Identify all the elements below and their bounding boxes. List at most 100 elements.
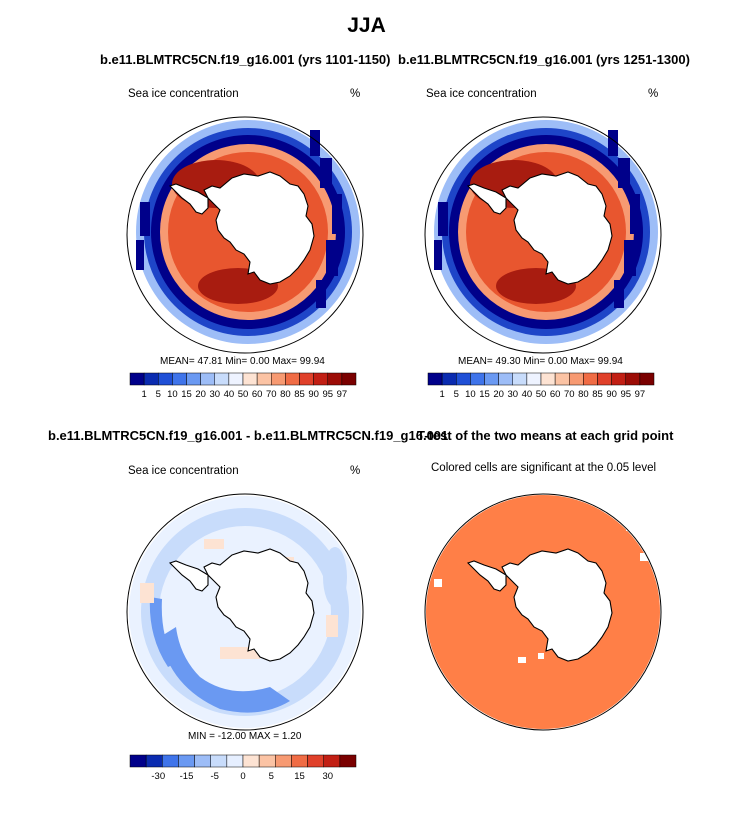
colorbar-swatch	[526, 372, 542, 386]
colorbar-tick-label: 40	[522, 389, 533, 400]
colorbar-swatch	[178, 754, 195, 768]
colorbar-swatch	[323, 754, 341, 768]
colorbar-tick-label: 0	[240, 771, 245, 782]
colorbar-swatch	[427, 372, 443, 386]
ttest-subtitle: Colored cells are significant at the 0.0…	[431, 462, 657, 474]
colorbar-swatch	[625, 372, 641, 386]
colorbar-swatch	[129, 754, 147, 768]
stats-top-right: MEAN= 49.30 Min= 0.00 Max= 99.94	[458, 356, 623, 367]
colorbar-swatch	[611, 372, 626, 386]
colorbar-swatch	[569, 372, 584, 386]
colorbar-swatch	[129, 372, 145, 386]
colorbar-tick-label: 20	[195, 389, 206, 400]
colorbar-tick-label: 90	[308, 389, 319, 400]
variable-label-top-right: Sea ice concentration	[426, 88, 537, 100]
colorbar-swatch	[512, 372, 528, 386]
panel-title-top-left: b.e11.BLMTRC5CN.f19_g16.001 (yrs 1101-11…	[100, 52, 391, 67]
panel-title-top-right: b.e11.BLMTRC5CN.f19_g16.001 (yrs 1251-13…	[398, 52, 690, 67]
colorbar-swatch	[256, 372, 272, 386]
colorbar-tick-label: 10	[465, 389, 476, 400]
colorbar-tick-label: 15	[294, 771, 305, 782]
colorbar-top-left: 1 5 10 15 20 30 40 50 60 70 80 85 90 95 97	[129, 372, 357, 400]
map-bottom-right	[424, 493, 662, 731]
colorbar-swatch	[341, 372, 357, 386]
colorbar-swatch	[540, 372, 556, 386]
map-top-right	[424, 116, 662, 354]
colorbar-tick-label: 5	[269, 771, 274, 782]
colorbar-bottom-left: -30 -15 -5 0 5 15 30	[129, 754, 357, 782]
colorbar-swatch	[172, 372, 187, 386]
colorbar-swatch	[186, 372, 201, 386]
colorbar-swatch	[226, 754, 244, 768]
figure-title: JJA	[347, 14, 386, 37]
colorbar-tick-label: 15	[479, 389, 490, 400]
colorbar-swatch	[307, 754, 324, 768]
colorbar-swatch	[313, 372, 328, 386]
colorbar-swatch	[285, 372, 300, 386]
colorbar-swatch	[200, 372, 215, 386]
colorbar-tick-label: 90	[606, 389, 617, 400]
colorbar-swatch	[498, 372, 513, 386]
colorbar-tick-label: -30	[151, 771, 165, 782]
colorbar-tick-label: 15	[181, 389, 192, 400]
colorbar-tick-label: 80	[578, 389, 589, 400]
colorbar-swatch	[327, 372, 343, 386]
map-top-left	[126, 116, 364, 354]
colorbar-tick-label: 97	[635, 389, 646, 400]
colorbar-top-right: 1 5 10 15 20 30 40 50 60 70 80 85 90 95 97	[427, 372, 655, 400]
colorbar-swatch	[158, 372, 173, 386]
colorbar-swatch	[214, 372, 230, 386]
colorbar-swatch	[554, 372, 570, 386]
colorbar-swatch	[162, 754, 179, 768]
colorbar-tick-label: 40	[224, 389, 235, 400]
colorbar-tick-label: 85	[294, 389, 305, 400]
colorbar-swatch	[275, 754, 292, 768]
colorbar-tick-label: 50	[238, 389, 249, 400]
colorbar-tick-label: -5	[211, 771, 219, 782]
colorbar-tick-label: 60	[252, 389, 263, 400]
panel-title-bottom-right: T-test of the two means at each grid poi…	[417, 428, 674, 443]
colorbar-swatch	[291, 754, 308, 768]
colorbar-tick-label: 80	[280, 389, 291, 400]
colorbar-swatch	[299, 372, 314, 386]
colorbar-swatch	[228, 372, 244, 386]
colorbar-swatch	[143, 372, 159, 386]
colorbar-tick-label: 1	[439, 389, 444, 400]
units-label-top-left: %	[350, 88, 361, 100]
colorbar-swatch	[339, 754, 357, 768]
colorbar-tick-label: 60	[550, 389, 561, 400]
map-bottom-left	[126, 493, 364, 731]
colorbar-swatch	[145, 754, 163, 768]
colorbar-swatch	[583, 372, 598, 386]
colorbar-swatch	[484, 372, 499, 386]
variable-label-bottom-left: Sea ice concentration	[128, 465, 239, 477]
colorbar-tick-label: 1	[141, 389, 146, 400]
colorbar-tick-label: 97	[337, 389, 348, 400]
colorbar-tick-label: 95	[620, 389, 631, 400]
colorbar-swatch	[597, 372, 612, 386]
colorbar-tick-label: 30	[507, 389, 518, 400]
colorbar-tick-label: 20	[493, 389, 504, 400]
colorbar-tick-label: 30	[209, 389, 220, 400]
colorbar-swatch	[639, 372, 655, 386]
colorbar-tick-label: 30	[322, 771, 333, 782]
colorbar-swatch	[456, 372, 471, 386]
stats-bottom-left: MIN = -12.00 MAX = 1.20	[188, 731, 302, 742]
colorbar-tick-label: 10	[167, 389, 178, 400]
colorbar-tick-label: 85	[592, 389, 603, 400]
colorbar-tick-label: -15	[180, 771, 194, 782]
colorbar-tick-label: 95	[322, 389, 333, 400]
colorbar-swatch	[441, 372, 457, 386]
colorbar-swatch	[470, 372, 485, 386]
colorbar-swatch	[242, 754, 260, 768]
colorbar-tick-label: 5	[454, 389, 459, 400]
units-label-top-right: %	[648, 88, 659, 100]
units-label-bottom-left: %	[350, 465, 361, 477]
colorbar-swatch	[271, 372, 286, 386]
colorbar-swatch	[258, 754, 276, 768]
colorbar-tick-label: 70	[564, 389, 575, 400]
colorbar-swatch	[242, 372, 258, 386]
panel-title-bottom-left: b.e11.BLMTRC5CN.f19_g16.001 - b.e11.BLMT…	[48, 428, 449, 443]
colorbar-tick-label: 50	[536, 389, 547, 400]
colorbar-tick-label: 5	[156, 389, 161, 400]
